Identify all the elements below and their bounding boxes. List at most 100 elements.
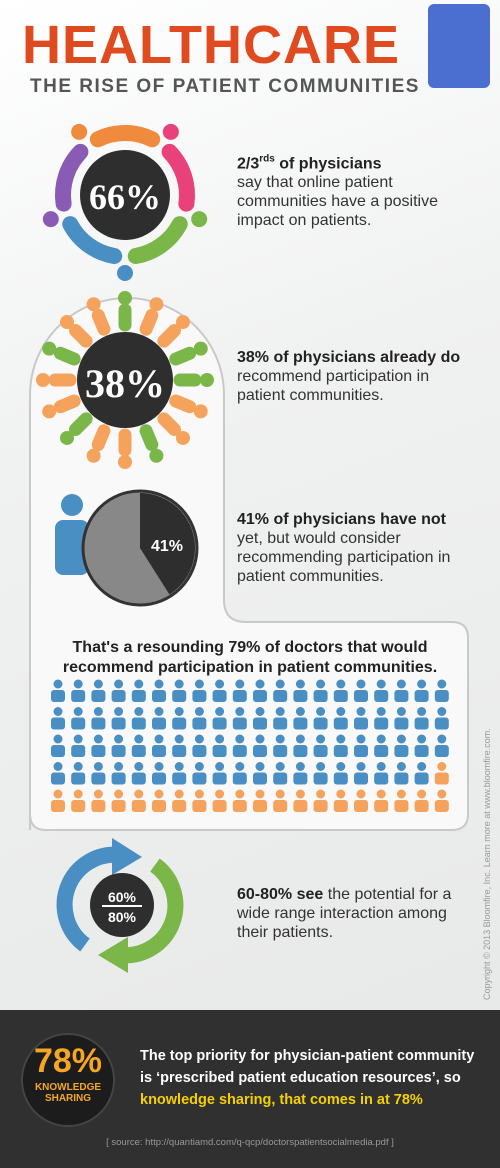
doctor-icon — [51, 679, 65, 702]
icon-body — [131, 717, 146, 730]
icon-body — [212, 745, 227, 757]
icon-body — [293, 772, 308, 785]
icon-body — [232, 745, 247, 757]
icon-head — [376, 707, 386, 716]
person-body — [157, 412, 181, 436]
stat-lead: 41% of physicians have not — [237, 511, 446, 528]
icon-head — [396, 789, 406, 799]
badge-label: KNOWLEDGE SHARING — [34, 1082, 102, 1104]
icon-head — [275, 789, 285, 799]
doctor-icon — [91, 707, 106, 730]
icon-head — [215, 679, 225, 689]
doctor-icon — [152, 679, 166, 702]
pie-slice — [140, 493, 196, 595]
doctor-icon — [253, 734, 267, 757]
pie-label: 41% — [150, 538, 184, 555]
icon-head — [73, 762, 83, 771]
doctor-icon — [414, 707, 429, 730]
badge — [21, 1033, 115, 1127]
doctor-icon — [434, 707, 449, 730]
doctor-icon — [71, 789, 86, 812]
person-head — [86, 448, 101, 463]
icon-head — [336, 679, 346, 689]
badge-value: 78% — [33, 1042, 103, 1080]
icon-body — [374, 772, 389, 785]
icon-head — [154, 762, 164, 771]
stat-body: yet, but would consider recommending par… — [237, 530, 451, 585]
person-head — [86, 297, 101, 312]
icon-head — [336, 789, 346, 799]
person-arm — [127, 216, 188, 265]
icon-head — [235, 762, 245, 771]
person-body — [53, 346, 81, 366]
doctor-icon — [172, 679, 187, 702]
icon-body — [71, 772, 86, 785]
icon-head — [417, 789, 427, 799]
doctor-icon — [434, 789, 449, 812]
icon-head — [295, 679, 305, 689]
person-head — [71, 123, 88, 140]
icon-head — [295, 789, 305, 799]
icon-body — [313, 800, 328, 812]
icon-head — [396, 762, 406, 771]
icon-head — [316, 679, 326, 689]
person-body — [91, 308, 111, 336]
doctor-icon — [414, 762, 429, 785]
icon-body — [333, 717, 348, 730]
person-head — [193, 404, 208, 419]
doctor-icon — [414, 734, 429, 757]
title: HEALTHCARE — [22, 15, 400, 75]
icon-head — [154, 707, 164, 716]
icon-body — [131, 772, 146, 785]
doctor-icon — [91, 679, 106, 702]
doctor-icon — [293, 789, 308, 812]
icon-body — [293, 717, 308, 730]
icon-head — [336, 707, 346, 716]
stat-text: 2/3rds of physicians say that online pati… — [237, 150, 462, 230]
stat-text: 41% of physicians have not yet, but would… — [237, 510, 462, 586]
icon-head — [356, 679, 366, 689]
doctor-icon — [131, 789, 146, 812]
icon-head — [316, 707, 326, 716]
icon-head — [174, 734, 184, 744]
icon-head — [73, 679, 83, 689]
icon-head — [356, 762, 366, 771]
icon-head — [437, 734, 447, 744]
stat-lead: 38% of physicians already do — [237, 349, 461, 366]
icon-body — [111, 800, 126, 812]
icon-body — [192, 690, 207, 702]
icon-body — [394, 690, 409, 702]
icon-body — [354, 690, 368, 702]
person-arm — [62, 216, 123, 265]
icon-head — [275, 679, 285, 689]
icon-body — [333, 690, 348, 702]
icon-head — [194, 734, 204, 744]
doctor-icon — [152, 707, 166, 730]
doctor-icon — [172, 707, 187, 730]
icon-head — [356, 789, 366, 799]
icon-head — [336, 762, 346, 771]
doctor-icon — [354, 734, 368, 757]
source: [ source: http://quantiamd.com/q-qcp/doc… — [106, 1137, 394, 1148]
icon-body — [192, 772, 207, 785]
icon-body — [313, 717, 328, 730]
doctor-icon — [333, 707, 348, 730]
doctor-icon — [232, 679, 247, 702]
doctor-icon — [111, 707, 126, 730]
person-body — [139, 424, 159, 452]
icon-head — [235, 707, 245, 716]
person-head — [118, 291, 132, 305]
icon-body — [333, 800, 348, 812]
icon-body — [414, 745, 429, 757]
stat-circle — [80, 150, 170, 240]
icon-body — [253, 800, 267, 812]
doctor-icon — [212, 789, 227, 812]
range-top: 60% — [107, 889, 137, 905]
icon-body — [434, 717, 449, 730]
person-head — [36, 373, 50, 387]
icon-body — [192, 717, 207, 730]
icon-body — [232, 800, 247, 812]
icon-head — [316, 734, 326, 744]
icon-body — [111, 690, 126, 702]
